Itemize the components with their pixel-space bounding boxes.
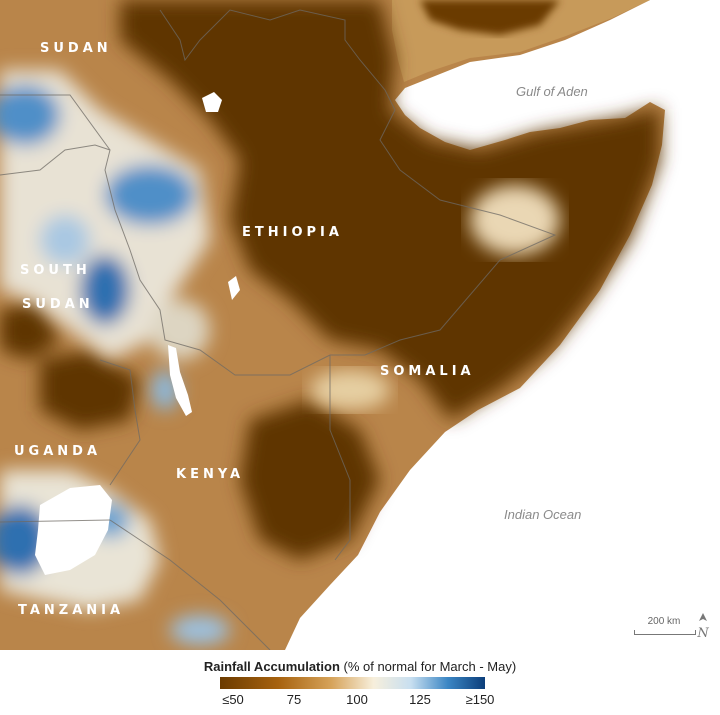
rainfall-map: SUDAN ETHIOPIA SOUTH SUDAN SOMALIA UGAND… xyxy=(0,0,720,650)
lake-small xyxy=(228,276,240,300)
legend: Rainfall Accumulation (% of normal for M… xyxy=(0,650,720,715)
lake-turkana xyxy=(168,345,192,416)
legend-title: Rainfall Accumulation (% of normal for M… xyxy=(0,659,720,674)
label-south-sudan-1: SOUTH xyxy=(20,263,91,278)
legend-tick-125: 125 xyxy=(409,692,431,707)
country-labels: SUDAN ETHIOPIA SOUTH SUDAN SOMALIA UGAND… xyxy=(14,41,475,618)
dry-regions xyxy=(0,0,660,560)
label-uganda: UGANDA xyxy=(14,444,101,459)
label-gulf-of-aden: Gulf of Aden xyxy=(516,84,588,99)
label-sudan: SUDAN xyxy=(40,41,112,56)
label-kenya: KENYA xyxy=(176,467,244,482)
label-ethiopia: ETHIOPIA xyxy=(242,225,343,240)
country-borders xyxy=(0,9,557,650)
legend-color-bar xyxy=(220,677,485,689)
lake-tana xyxy=(202,92,222,112)
legend-title-main: Rainfall Accumulation xyxy=(203,659,340,674)
legend-title-sub: (% of normal for March - May) xyxy=(339,659,517,674)
scale-label: 200 km xyxy=(647,616,681,627)
lake-victoria xyxy=(35,485,112,575)
label-indian-ocean: Indian Ocean xyxy=(504,507,581,522)
wet-regions xyxy=(0,70,230,645)
legend-tick-150: ≥150 xyxy=(465,692,495,707)
legend-tick-75: 75 xyxy=(286,692,302,707)
light-patch-somalia-2 xyxy=(310,370,390,410)
scale-bar: 200 km xyxy=(634,616,696,635)
label-south-sudan-2: SUDAN xyxy=(22,297,94,312)
north-arrow-icon: N xyxy=(696,613,709,640)
legend-tick-100: 100 xyxy=(346,692,368,707)
gulf-of-aden xyxy=(285,0,720,650)
scale-line xyxy=(634,630,696,635)
legend-tick-50: ≤50 xyxy=(222,692,244,707)
svg-text:N: N xyxy=(696,626,709,640)
yemen-dark xyxy=(420,0,560,35)
label-tanzania: TANZANIA xyxy=(18,603,124,618)
label-somalia: SOMALIA xyxy=(380,364,475,379)
